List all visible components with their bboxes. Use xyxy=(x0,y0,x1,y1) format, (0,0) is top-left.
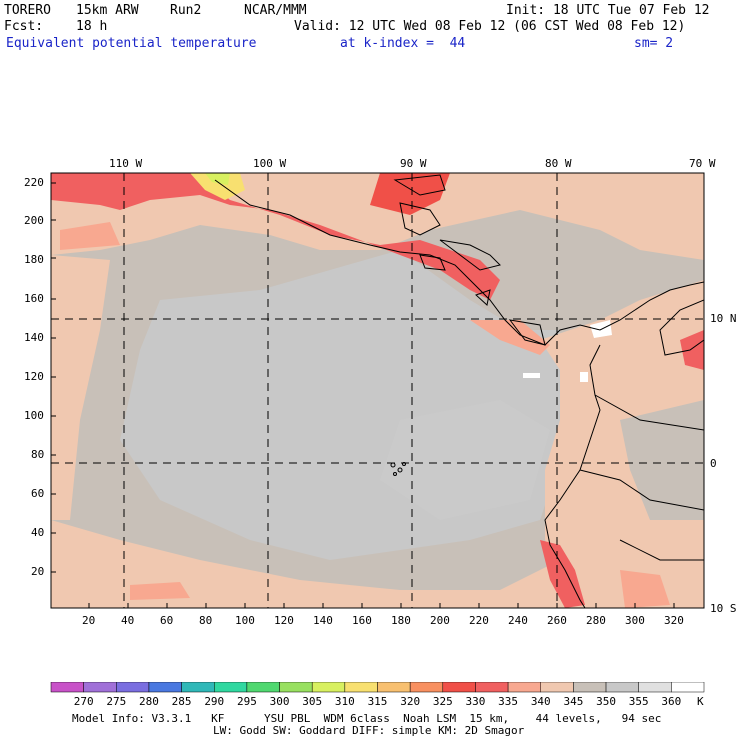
lat-label-10n: 10 N xyxy=(710,312,737,325)
colorbar-swatch xyxy=(148,682,182,693)
y-tick: 60 xyxy=(31,487,45,500)
header-run: Run2 xyxy=(170,3,202,18)
colorbar-tick-label: 345 xyxy=(563,695,584,708)
header-resolution: 15km ARW xyxy=(76,3,139,18)
x-tick: 280 xyxy=(586,614,606,627)
y-tick: 80 xyxy=(31,448,45,461)
colorbar-swatch xyxy=(246,682,280,693)
colorbar-swatch xyxy=(409,682,444,693)
lon-label-90w: 90 W xyxy=(400,157,427,170)
header-fcst-value: 18 h xyxy=(76,19,108,34)
colorbar-swatch xyxy=(50,682,84,693)
colorbar-tick-label: 325 xyxy=(432,695,453,708)
colorbar-swatch xyxy=(214,682,248,693)
colorbar-swatch xyxy=(181,682,215,693)
map-frame xyxy=(50,172,705,609)
header-fcst-label: Fcst: xyxy=(4,19,44,34)
colorbar-swatch xyxy=(279,682,313,693)
x-tick: 240 xyxy=(508,614,528,627)
footer-model-info: Model Info: V3.3.1 KF YSU PBL WDM 6class… xyxy=(72,712,662,725)
colorbar-tick-label: 360 xyxy=(661,695,682,708)
lat-label-10s: 10 S xyxy=(710,602,737,615)
colorbar-swatch xyxy=(671,682,705,693)
colorbar-swatch xyxy=(377,682,411,693)
colorbar xyxy=(50,682,705,693)
colorbar-tick-label: 355 xyxy=(628,695,649,708)
x-tick: 300 xyxy=(625,614,645,627)
x-tick: 80 xyxy=(199,614,213,627)
x-tick: 320 xyxy=(664,614,684,627)
colorbar-tick-label: 275 xyxy=(106,695,127,708)
x-tick: 40 xyxy=(121,614,135,627)
y-tick: 160 xyxy=(24,292,44,305)
colorbar-tick-label: 290 xyxy=(204,695,225,708)
header-valid: Valid: 12 UTC Wed 08 Feb 12 (06 CST Wed … xyxy=(294,19,686,34)
lon-label-80w: 80 W xyxy=(545,157,572,170)
colorbar-swatch xyxy=(344,682,378,693)
header-smooth: sm= 2 xyxy=(634,36,674,51)
x-tick: 60 xyxy=(160,614,174,627)
colorbar-tick-label: 270 xyxy=(73,695,94,708)
colorbar-tick-label: 320 xyxy=(400,695,421,708)
lon-label-70w: 70 W xyxy=(689,157,716,170)
colorbar-swatch xyxy=(573,682,607,693)
colorbar-swatch xyxy=(540,682,574,693)
shaded-field xyxy=(51,173,704,608)
x-tick: 200 xyxy=(430,614,450,627)
y-tick: 20 xyxy=(31,565,45,578)
x-tick: 120 xyxy=(274,614,294,627)
colorbar-tick-label: 300 xyxy=(269,695,290,708)
colorbar-swatch xyxy=(507,682,542,693)
colorbar-tick-label: 335 xyxy=(498,695,519,708)
colorbar-swatch xyxy=(638,682,672,693)
colorbar-tick-label: 310 xyxy=(334,695,355,708)
y-tick: 180 xyxy=(24,253,44,266)
header-level: at k-index = 44 xyxy=(340,36,466,51)
colorbar-tick-label: 295 xyxy=(236,695,257,708)
lon-label-100w: 100 W xyxy=(253,157,287,170)
x-tick: 140 xyxy=(313,614,333,627)
header-org: NCAR/MMM xyxy=(244,3,307,18)
colorbar-swatch xyxy=(442,682,476,693)
header-field: Equivalent potential temperature xyxy=(6,36,257,51)
colorbar-tick-label: 350 xyxy=(596,695,616,708)
x-tick: 160 xyxy=(352,614,372,627)
colorbar-swatch xyxy=(311,682,346,693)
colorbar-swatch xyxy=(83,682,117,693)
colorbar-tick-label: 285 xyxy=(171,695,192,708)
header-init: Init: 18 UTC Tue 07 Feb 12 xyxy=(506,3,710,18)
y-tick: 200 xyxy=(24,214,44,227)
colorbar-swatch xyxy=(116,682,150,693)
y-tick: 40 xyxy=(31,526,45,539)
colorbar-tick-label: 305 xyxy=(302,695,323,708)
colorbar-swatch xyxy=(605,682,639,693)
colorbar-swatch xyxy=(475,682,509,693)
x-tick: 180 xyxy=(391,614,411,627)
colorbar-unit: K xyxy=(697,695,704,708)
y-tick: 220 xyxy=(24,176,44,189)
colorbar-tick-label: 340 xyxy=(530,695,551,708)
colorbar-tick-label: 330 xyxy=(465,695,486,708)
x-tick: 220 xyxy=(469,614,489,627)
header-model: TORERO xyxy=(4,3,51,18)
colorbar-tick-label: 315 xyxy=(367,695,388,708)
y-tick: 100 xyxy=(24,409,44,422)
lat-label-0: 0 xyxy=(710,457,717,470)
x-tick: 20 xyxy=(82,614,96,627)
x-tick: 260 xyxy=(547,614,567,627)
y-tick: 140 xyxy=(24,331,44,344)
lon-label-110w: 110 W xyxy=(109,157,143,170)
graticule xyxy=(51,173,704,608)
colorbar-tick-label: 280 xyxy=(139,695,159,708)
footer-physics: LW: Godd SW: Goddard DIFF: simple KM: 2D… xyxy=(213,724,525,737)
y-tick: 120 xyxy=(24,370,44,383)
x-tick: 100 xyxy=(235,614,255,627)
